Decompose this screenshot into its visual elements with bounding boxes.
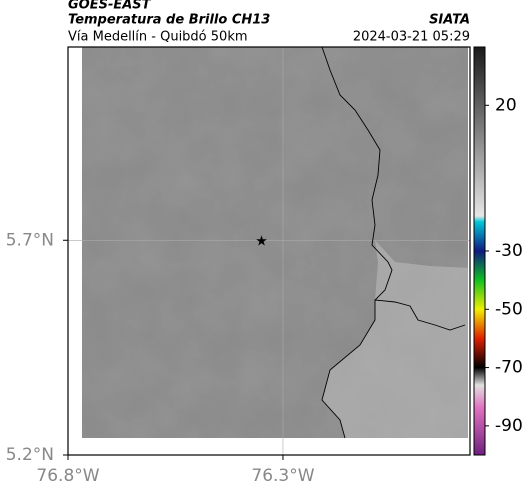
y-tick-label: 5.2°N [6, 445, 54, 465]
source: SIATA [429, 13, 470, 28]
colorbar-tick-label: -50 [495, 299, 523, 319]
title: GOES-EAST [68, 0, 152, 13]
map-frame [67, 46, 471, 456]
colorbar-tick-label: 20 [495, 95, 517, 115]
coastline [321, 46, 393, 439]
x-tick-label: 76.8°W [36, 466, 99, 486]
y-tick-label: 5.7°N [6, 230, 54, 250]
subtitle: Temperatura de Brillo CH13 [68, 13, 270, 28]
colorbar-tick-label: -70 [495, 358, 523, 378]
datetime: 2024-03-21 05:29 [353, 30, 470, 45]
station-marker: ★ [255, 233, 268, 249]
satellite-image [82, 47, 468, 438]
colorbar-tick-label: -30 [495, 241, 523, 261]
colorbar-tick-label: -90 [495, 416, 523, 436]
route: Vía Medellín - Quibdó 50km [68, 30, 248, 45]
border [374, 299, 466, 331]
colorbar [473, 46, 486, 456]
x-tick-label: 76.3°W [251, 466, 314, 486]
